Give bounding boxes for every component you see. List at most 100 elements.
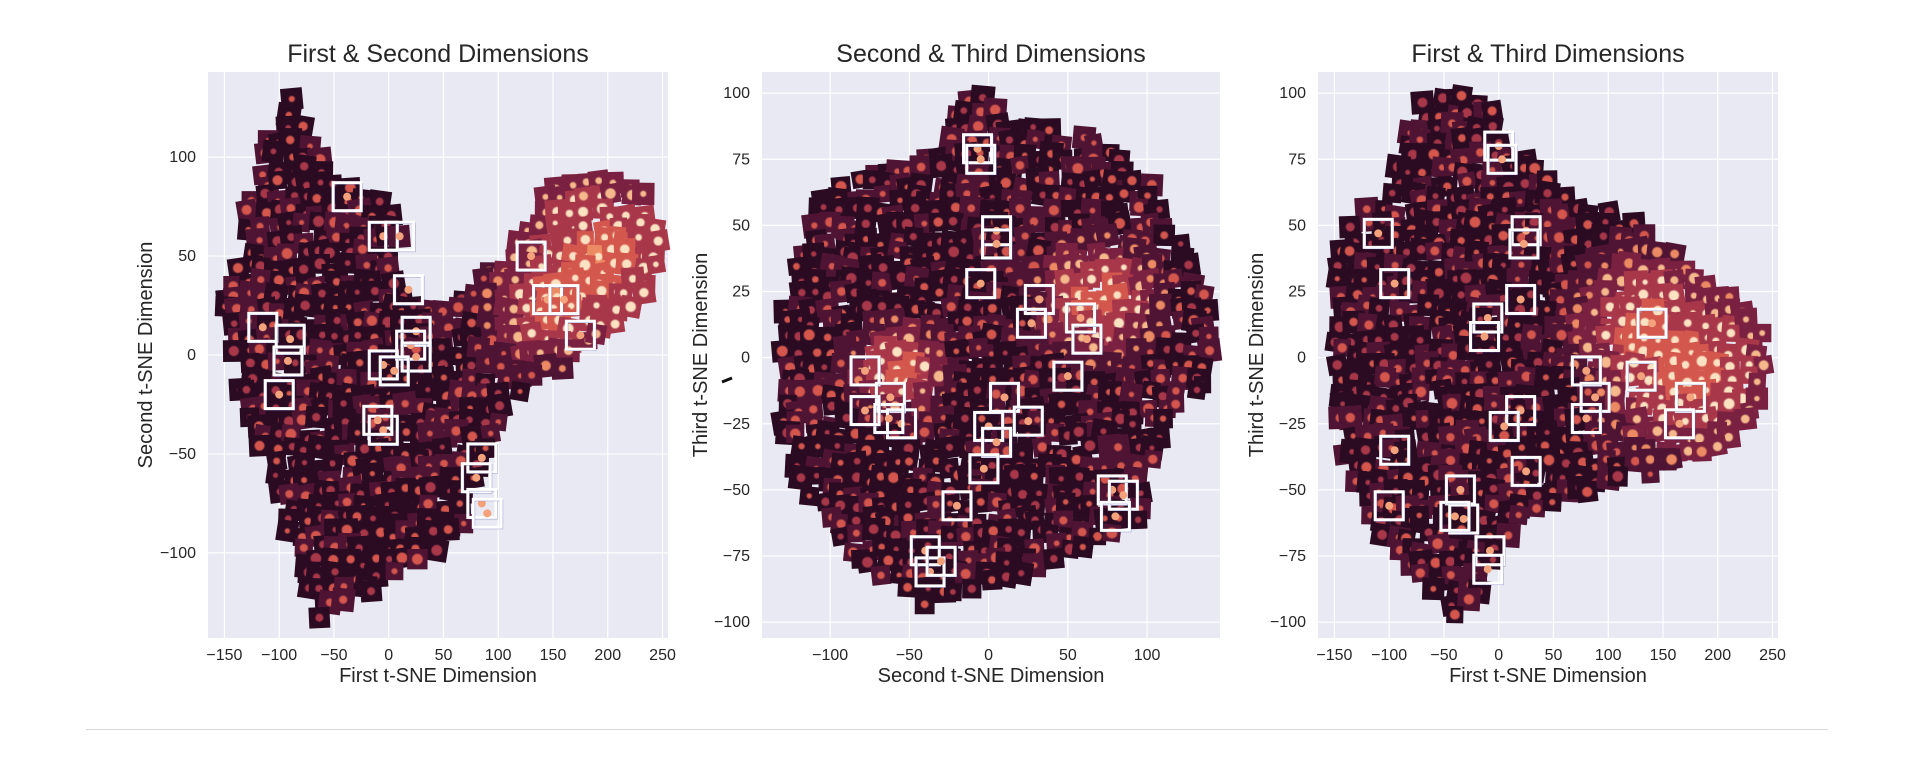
thumbnail-core — [809, 405, 818, 414]
thumbnail-core — [1090, 378, 1098, 386]
thumbnail-core — [853, 457, 861, 465]
thumbnail — [308, 606, 331, 629]
thumbnail-core — [468, 375, 475, 382]
thumbnail — [509, 380, 531, 403]
thumbnail-core — [386, 555, 393, 563]
x-tick-label: 250 — [649, 647, 676, 664]
thumbnail-core — [1418, 168, 1427, 177]
thumbnail-core — [438, 344, 445, 351]
thumbnail-core — [837, 533, 844, 540]
thumbnail-core — [242, 385, 251, 394]
thumbnail-core — [949, 589, 956, 595]
thumbnail-core — [1172, 387, 1180, 395]
thumbnail-core — [947, 500, 953, 507]
thumbnail-core — [1089, 488, 1096, 495]
thumbnail — [330, 587, 356, 613]
thumbnail-core — [331, 332, 338, 340]
thumbnail-core — [1177, 241, 1184, 247]
thumbnail-core — [1487, 106, 1497, 116]
thumbnail-core — [1584, 261, 1592, 269]
thumbnail-core — [353, 318, 362, 327]
thumbnail-core — [1156, 206, 1163, 213]
thumbnail-core — [1079, 543, 1086, 551]
thumbnail-core — [535, 221, 544, 230]
thumbnail-core — [1160, 231, 1169, 240]
thumbnail — [618, 294, 643, 319]
thumbnail-core — [950, 387, 956, 393]
thumbnail-core — [621, 259, 632, 269]
thumbnail-core — [300, 300, 310, 311]
thumbnail-core — [852, 529, 860, 537]
thumbnail — [870, 564, 892, 586]
thumbnail-core — [538, 263, 545, 270]
thumbnail-core — [556, 194, 563, 201]
thumbnail-core — [299, 162, 309, 171]
thumbnail-core — [936, 160, 947, 171]
thumbnail-core — [989, 375, 997, 383]
x-tick-label: 50 — [1059, 647, 1077, 664]
thumbnail-core — [1073, 426, 1084, 437]
thumbnail-core — [569, 181, 577, 189]
thumbnail-core — [342, 497, 352, 507]
thumbnail-core — [976, 498, 985, 506]
thumbnail-core — [946, 302, 956, 312]
thumbnail-core — [1045, 126, 1054, 135]
thumbnail — [912, 381, 933, 401]
x-tick-label: −50 — [896, 647, 923, 664]
thumbnail-core — [261, 208, 272, 219]
thumbnail-core — [1084, 440, 1096, 451]
thumbnail-core — [798, 443, 805, 450]
thumbnail — [962, 579, 982, 599]
thumbnail-core — [1184, 260, 1193, 270]
thumbnail-core — [467, 318, 476, 328]
thumbnail-core — [820, 204, 827, 211]
thumbnail-core — [1419, 289, 1426, 295]
thumbnail-core — [1003, 560, 1010, 566]
thumbnail-core — [883, 555, 894, 566]
thumbnail-core — [455, 353, 462, 360]
thumbnail-core — [792, 262, 800, 270]
thumbnail-core — [1057, 400, 1066, 409]
thumbnail-core — [509, 304, 519, 314]
thumbnail-core — [1171, 399, 1181, 409]
thumbnail — [308, 211, 329, 232]
thumbnail-core — [1543, 189, 1552, 198]
thumbnail-core — [919, 361, 930, 372]
thumbnail-core — [482, 288, 493, 299]
thumbnail-core — [571, 274, 579, 282]
thumbnail — [943, 582, 963, 602]
thumbnail-core — [270, 148, 277, 155]
thumbnail-core — [346, 555, 355, 564]
thumbnail — [1128, 510, 1148, 530]
thumbnail-core — [1044, 177, 1054, 186]
thumbnail-core — [578, 206, 589, 217]
thumbnail-core — [812, 288, 819, 296]
thumbnail-core — [962, 316, 972, 326]
panel-first-third: −150 −100 −50 0 50 100 150 200 250 −100−75−50−25… — [1246, 40, 1786, 687]
thumbnail-core — [331, 232, 342, 242]
thumbnail-core — [639, 287, 649, 298]
thumbnail-core — [1155, 374, 1166, 384]
thumbnail-core — [596, 286, 607, 296]
panel-title: Second & Third Dimensions — [836, 40, 1145, 68]
thumbnail-core — [1059, 516, 1068, 525]
thumbnail-core — [1434, 268, 1444, 277]
thumbnail-core — [1602, 219, 1609, 226]
thumbnail-core — [256, 222, 264, 230]
thumbnail-core — [580, 234, 591, 245]
thumbnail-core — [402, 428, 411, 436]
thumbnail-core — [1034, 360, 1043, 369]
thumbnail-core — [803, 329, 815, 341]
thumbnail-core — [1517, 198, 1523, 204]
thumbnail-core — [1114, 443, 1123, 452]
thumbnail-core — [837, 359, 845, 368]
thumbnail-core — [813, 472, 820, 479]
thumbnail-core — [905, 457, 914, 466]
y-tick-label: 0 — [187, 347, 196, 364]
thumbnail-core — [850, 350, 857, 356]
thumbnail — [1082, 270, 1101, 288]
thumbnail-core — [391, 568, 398, 575]
thumbnail-core — [594, 252, 603, 261]
thumbnail-core — [776, 345, 788, 357]
thumbnail-core — [1651, 247, 1663, 258]
